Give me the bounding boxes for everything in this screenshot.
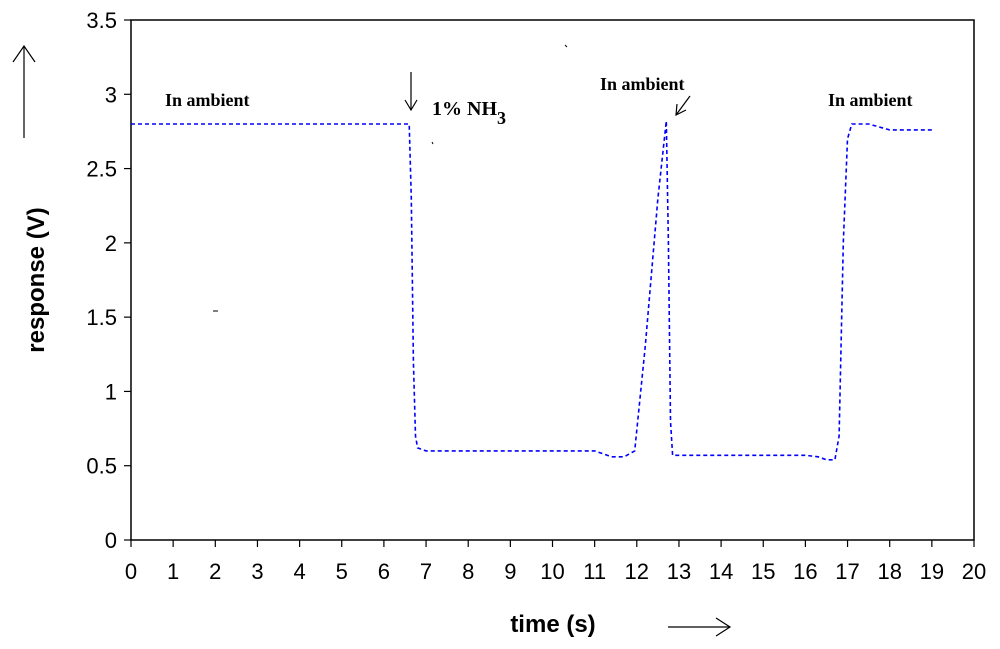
x-tick-label: 5 bbox=[336, 559, 348, 584]
x-tick-label: 15 bbox=[751, 559, 775, 584]
x-axis-title: time (s) bbox=[510, 611, 595, 638]
annotation-nh3-prefix: 1% NH bbox=[432, 98, 497, 120]
y-axis-ticks: 0 0.5 1 1.5 2 2.5 3 3.5 bbox=[86, 8, 131, 553]
y-tick-label: 0.5 bbox=[86, 454, 117, 479]
x-tick-label: 20 bbox=[962, 559, 986, 584]
x-tick-label: 4 bbox=[293, 559, 305, 584]
y-tick-label: 3.5 bbox=[86, 8, 117, 33]
x-tick-label: 18 bbox=[877, 559, 901, 584]
x-tick-label: 7 bbox=[420, 559, 432, 584]
annotation-in-ambient-right: In ambient bbox=[828, 90, 913, 110]
annotation-nh3: 1% NH3 bbox=[432, 98, 506, 128]
speck bbox=[564, 44, 568, 48]
x-tick-label: 13 bbox=[667, 559, 691, 584]
x-tick-label: 9 bbox=[504, 559, 516, 584]
x-tick-label: 16 bbox=[793, 559, 817, 584]
y-tick-label: 1.5 bbox=[86, 305, 117, 330]
x-tick-label: 12 bbox=[625, 559, 649, 584]
ambient-peak-arrow bbox=[675, 95, 691, 117]
y-tick-label: 3 bbox=[105, 82, 117, 107]
y-tick-label: 2.5 bbox=[86, 157, 117, 182]
annotation-in-ambient-left: In ambient bbox=[165, 90, 250, 110]
plot-area bbox=[130, 19, 975, 541]
annotation-nh3-subscript: 3 bbox=[497, 108, 506, 128]
x-tick-label: 6 bbox=[378, 559, 390, 584]
x-tick-label: 8 bbox=[462, 559, 474, 584]
speck bbox=[431, 141, 434, 145]
x-tick-label: 1 bbox=[167, 559, 179, 584]
y-axis-title: response (V) bbox=[23, 207, 50, 352]
x-tick-label: 10 bbox=[540, 559, 564, 584]
x-tick-label: 11 bbox=[583, 559, 606, 584]
x-axis-ticks: 0 1 2 3 4 5 6 7 8 9 10 11 12 13 14 15 16 17 18 19 20 bbox=[125, 540, 986, 584]
x-tick-label: 0 bbox=[125, 559, 137, 584]
annotation-in-ambient-mid: In ambient bbox=[600, 74, 685, 94]
series-line-0 bbox=[131, 120, 932, 461]
series-layer bbox=[131, 120, 932, 461]
y-axis-direction-arrow bbox=[12, 44, 36, 138]
x-tick-label: 3 bbox=[251, 559, 263, 584]
x-axis-direction-arrow bbox=[668, 617, 732, 637]
y-tick-label: 0 bbox=[105, 528, 117, 553]
nh3-arrow bbox=[404, 72, 418, 112]
x-tick-label: 2 bbox=[209, 559, 221, 584]
x-tick-label: 19 bbox=[920, 559, 944, 584]
x-tick-label: 17 bbox=[835, 559, 859, 584]
y-tick-label: 1 bbox=[105, 379, 117, 404]
y-tick-label: 2 bbox=[105, 231, 117, 256]
x-tick-label: 14 bbox=[709, 559, 733, 584]
